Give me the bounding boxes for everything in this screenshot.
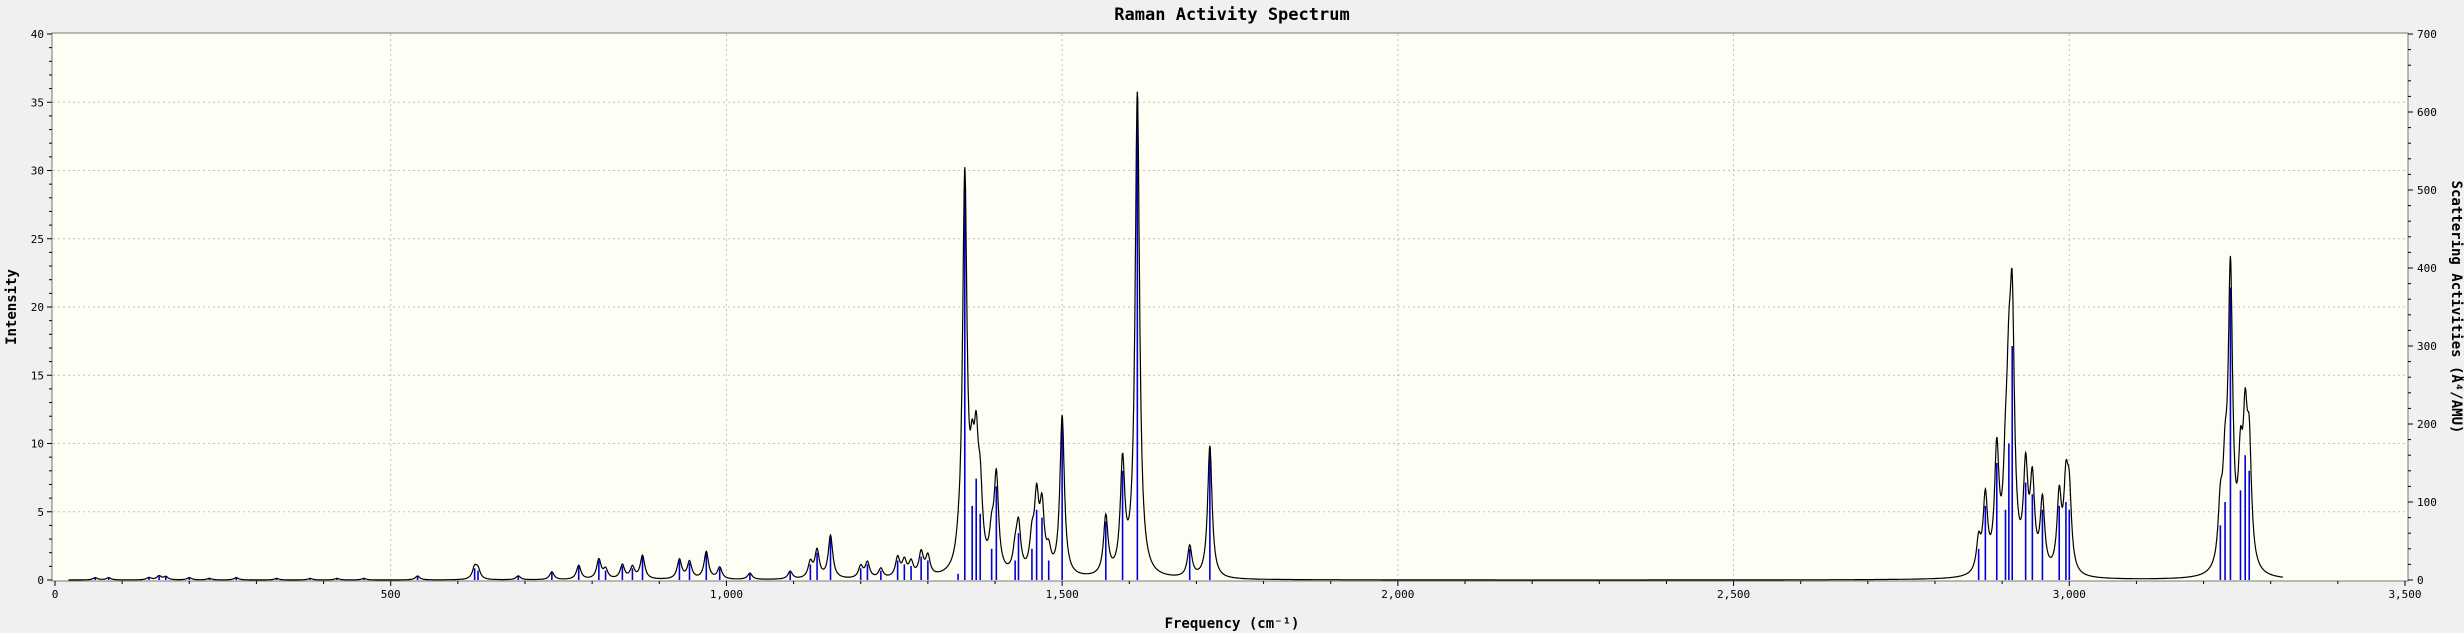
y2-tick-label: 700 — [2417, 28, 2437, 41]
y2-tick-label: 100 — [2417, 496, 2437, 509]
spectrum-line — [68, 91, 2283, 581]
y-tick-label: 25 — [31, 233, 44, 246]
y2-tick-label: 400 — [2417, 262, 2437, 275]
y-axis-ticks: 0 5 10 15 20 25 30 35 40 — [31, 28, 52, 587]
y-tick-label: 40 — [31, 28, 44, 41]
y-tick-label: 0 — [37, 574, 44, 587]
y2-tick-label: 500 — [2417, 184, 2437, 197]
x-tick-label: 1,500 — [1046, 588, 1079, 601]
x-axis-label: Frequency (cm⁻¹) — [1165, 616, 1300, 632]
grid-lines — [53, 34, 2407, 580]
x-tick-label: 0 — [52, 588, 59, 601]
y2-axis-label: Scattering Activities (Å⁴/AMU) — [2448, 181, 2464, 434]
x-tick-label: 1,000 — [710, 588, 743, 601]
y-tick-label: 10 — [31, 438, 44, 451]
y-tick-label: 15 — [31, 369, 44, 382]
activity-sticks — [94, 96, 2251, 580]
y-axis-label: Intensity — [4, 269, 20, 345]
y2-tick-label: 600 — [2417, 106, 2437, 119]
x-tick-label: 500 — [381, 588, 401, 601]
x-tick-label: 3,000 — [2053, 588, 2086, 601]
y2-tick-label: 300 — [2417, 340, 2437, 353]
y-tick-label: 5 — [37, 506, 44, 519]
x-tick-label: 2,000 — [1381, 588, 1414, 601]
x-axis-ticks: 0 500 1,000 1,500 2,000 2,500 3,000 3,500 — [52, 581, 2422, 601]
y-tick-label: 30 — [31, 165, 44, 178]
x-tick-label: 2,500 — [1717, 588, 1750, 601]
y-tick-label: 20 — [31, 301, 44, 314]
y2-tick-label: 200 — [2417, 418, 2437, 431]
y2-axis-ticks: 0 100 200 300 400 500 600 700 — [2408, 28, 2437, 587]
y2-tick-label: 0 — [2417, 574, 2424, 587]
chart-title: Raman Activity Spectrum — [1114, 5, 1349, 25]
y-tick-label: 35 — [31, 96, 44, 109]
x-tick-label: 3,500 — [2388, 588, 2421, 601]
